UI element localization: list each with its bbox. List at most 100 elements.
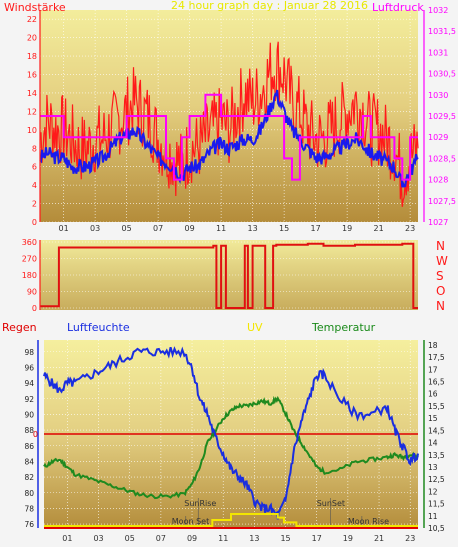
temperature-tick-label: 12,5: [428, 475, 445, 484]
wind-axis-label: Windstärke: [4, 1, 66, 14]
direction-tick-label: 0: [32, 304, 37, 313]
direction-tick-label: 360: [22, 238, 37, 247]
wind-plot-axes: 0 2 4 6 8 10 12 14 16 18 20 22 01 03 05 07 09 11 13 15 17 19 2…: [27, 6, 456, 233]
humidity-tick-label: 98: [24, 348, 34, 357]
temperature-label: Temperatur: [311, 321, 376, 334]
direction-plot-grid: [40, 241, 418, 309]
rain-label: Regen: [2, 321, 37, 334]
humidity-tick-label: 86: [24, 442, 34, 451]
hour-tick-label: 13: [249, 534, 259, 543]
temperature-tick-label: 15: [428, 414, 438, 423]
direction-plot-series: [40, 242, 418, 309]
pressure-axis-label: Luftdruck: [372, 1, 424, 14]
hour-tick-label: 01: [59, 224, 69, 233]
hour-tick-label: 05: [122, 224, 132, 233]
temperature-tick-label: 13: [428, 463, 438, 472]
wind-tick-label: 20: [27, 34, 37, 43]
wind-direction-series: [40, 242, 418, 309]
wind-tick-label: 4: [32, 181, 37, 190]
temperature-tick-label: 16,5: [428, 378, 445, 387]
pressure-tick-label: 1027: [428, 218, 448, 227]
humidity-tick-label: 96: [24, 363, 34, 372]
hour-tick-label: 17: [311, 224, 321, 233]
hour-tick-label: 21: [374, 224, 384, 233]
humidity-tick-label: 92: [24, 395, 34, 404]
hour-tick-label: 19: [343, 534, 353, 543]
annotation-label: SunSet: [317, 499, 345, 508]
temperature-tick-label: 15,5: [428, 402, 445, 411]
humidity-tick-label: 78: [24, 504, 34, 513]
hour-tick-label: 11: [216, 224, 226, 233]
hour-tick-label: 23: [405, 224, 415, 233]
hour-tick-label: 07: [153, 224, 163, 233]
wind-plot-series: [39, 41, 419, 207]
wind-tick-label: 18: [27, 52, 37, 61]
direction-tick-label: 90: [27, 288, 37, 297]
wind-tick-label: 16: [27, 71, 37, 80]
wind-tick-label: 2: [32, 200, 37, 209]
hour-tick-label: 13: [248, 224, 258, 233]
annotation-label: Moon Set: [172, 517, 209, 526]
temperature-tick-label: 14: [428, 439, 438, 448]
temperature-tick-label: 11: [428, 512, 438, 521]
rain-zero-label: 0: [33, 430, 38, 439]
humidity-tick-label: 80: [24, 489, 34, 498]
graph-title: 24 hour graph day : Januar 28 2016: [171, 0, 368, 12]
hour-tick-label: 17: [312, 534, 322, 543]
annotation-label: Moon Rise: [348, 517, 389, 526]
wind-average-series: [39, 89, 419, 188]
pressure-tick-label: 1031: [428, 48, 448, 57]
compass-label: O: [436, 284, 445, 298]
wind-gust-series: [39, 41, 419, 207]
humidity-tick-label: 76: [24, 520, 34, 529]
humidity-tick-label: 84: [24, 457, 34, 466]
humidity-series: [43, 346, 419, 520]
wind-tick-label: 12: [27, 107, 37, 116]
temperature-series: [43, 395, 419, 500]
pressure-tick-label: 1030: [428, 91, 448, 100]
wind-tick-label: 6: [32, 163, 37, 172]
temperature-tick-label: 17,5: [428, 353, 445, 362]
hour-tick-label: 09: [185, 224, 195, 233]
hour-tick-label: 09: [187, 534, 197, 543]
humidity-label: Luftfeuchte: [67, 321, 130, 334]
pressure-tick-label: 1029,5: [428, 112, 456, 121]
pressure-tick-label: 1031,5: [428, 27, 456, 36]
temperature-tick-label: 18: [428, 341, 438, 350]
direction-tick-label: 180: [22, 271, 37, 280]
direction-tick-label: 270: [22, 255, 37, 264]
pressure-tick-label: 1030,5: [428, 70, 456, 79]
temperature-tick-label: 12: [428, 487, 438, 496]
uv-label: UV: [247, 321, 263, 334]
compass-label: S: [436, 269, 444, 283]
hour-tick-label: 05: [125, 534, 135, 543]
hour-tick-label: 23: [405, 534, 415, 543]
humidity-tick-label: 94: [24, 379, 34, 388]
hour-tick-label: 15: [280, 534, 290, 543]
hour-tick-label: 15: [279, 224, 289, 233]
uv-series: [44, 513, 418, 527]
wind-tick-label: 14: [27, 89, 37, 98]
hour-tick-label: 07: [156, 534, 166, 543]
compass-label: N: [436, 299, 445, 313]
wind-tick-label: 10: [27, 126, 37, 135]
compass-label: N: [436, 239, 445, 253]
temperature-tick-label: 16: [428, 390, 438, 399]
hour-tick-label: 03: [90, 224, 100, 233]
hour-tick-label: 03: [93, 534, 103, 543]
hour-tick-label: 19: [342, 224, 352, 233]
pressure-tick-label: 1029: [428, 133, 448, 142]
climate-plot-series: [43, 346, 419, 529]
hour-tick-label: 21: [374, 534, 384, 543]
temperature-tick-label: 14,5: [428, 426, 445, 435]
wind-tick-label: 0: [32, 218, 37, 227]
wind-tick-label: 8: [32, 144, 37, 153]
compass-label: W: [436, 254, 448, 268]
annotation-label: SunRise: [184, 499, 216, 508]
temperature-tick-label: 11,5: [428, 500, 445, 509]
temperature-tick-label: 10,5: [428, 524, 445, 533]
humidity-tick-label: 90: [24, 410, 34, 419]
hour-tick-label: 01: [62, 534, 72, 543]
pressure-tick-label: 1032: [428, 6, 448, 15]
